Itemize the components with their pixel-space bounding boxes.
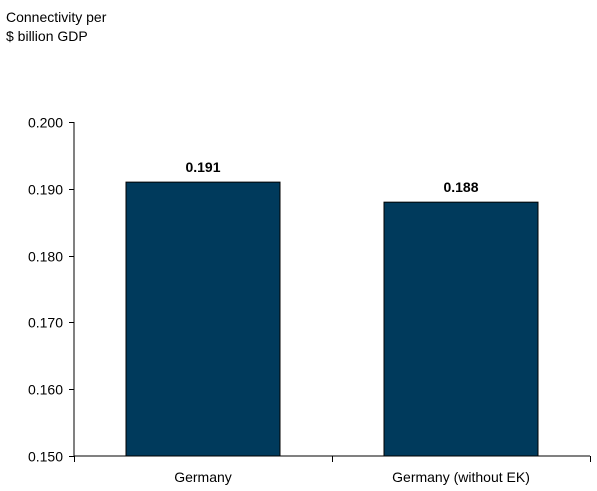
y-tick-label: 0.150: [28, 449, 63, 465]
data-label-2: 0.188: [443, 179, 478, 195]
y-tick-label: 0.200: [28, 115, 63, 131]
bar-2: [383, 201, 539, 457]
y-tick-label: 0.170: [28, 315, 63, 331]
x-tick-label-1: Germany: [174, 469, 232, 485]
y-tick-label: 0.180: [28, 249, 63, 265]
y-axis-label: Connectivity per $ billion GDP: [6, 8, 106, 46]
y-tick-label: 0.190: [28, 182, 63, 198]
bar-1: [125, 181, 281, 457]
x-tick-label-2: Germany (without EK): [392, 469, 530, 485]
y-tick-label: 0.160: [28, 382, 63, 398]
y-axis-label-line-2: $ billion GDP: [6, 28, 88, 44]
y-axis-label-line-1: Connectivity per: [6, 9, 107, 25]
data-label-1: 0.191: [185, 159, 220, 175]
